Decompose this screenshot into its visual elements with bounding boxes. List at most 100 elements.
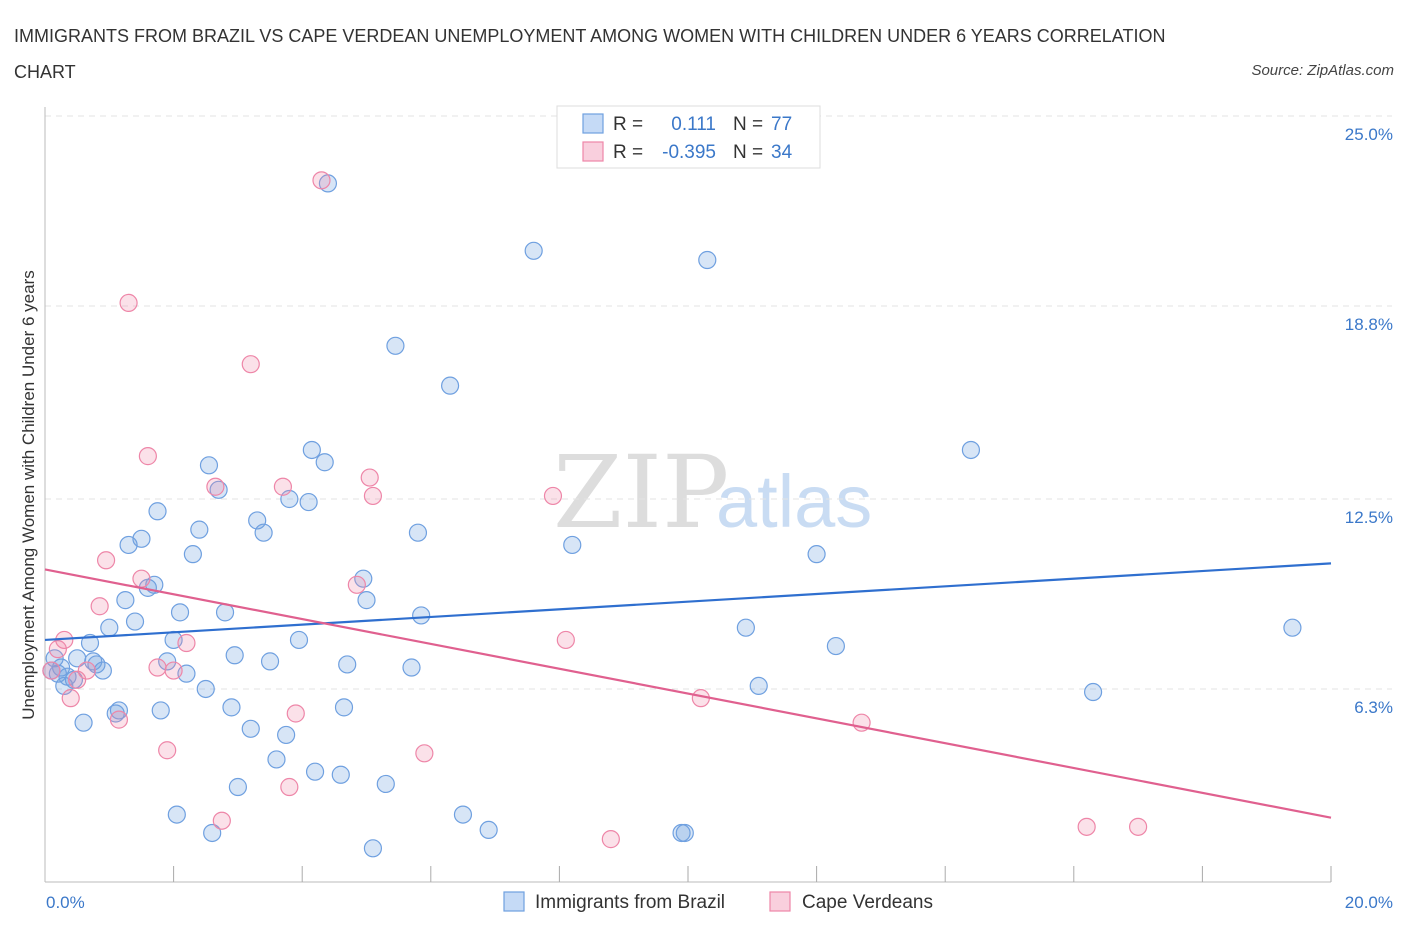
point-brazil bbox=[80, 633, 100, 653]
point-brazil bbox=[116, 591, 135, 610]
point-brazil bbox=[299, 492, 318, 512]
point-cape-verdean bbox=[90, 597, 109, 616]
point-brazil bbox=[302, 440, 321, 460]
point-brazil bbox=[736, 618, 755, 637]
legend-n-label-cape-verdean: N = bbox=[733, 142, 763, 163]
point-brazil bbox=[183, 545, 202, 564]
point-cape-verdean bbox=[347, 575, 366, 594]
point-brazil bbox=[190, 520, 209, 539]
point-brazil bbox=[698, 250, 717, 270]
point-cape-verdean bbox=[158, 741, 177, 760]
trend-line-cape-verdean bbox=[44, 568, 1332, 819]
point-brazil bbox=[338, 655, 357, 674]
point-brazil bbox=[203, 823, 222, 843]
x-tick-label-max: 20.0% bbox=[1345, 893, 1393, 912]
point-cape-verdean bbox=[280, 777, 299, 797]
point-cape-verdean bbox=[132, 569, 151, 588]
y-tick-label: 25.0% bbox=[1345, 125, 1393, 144]
legend-n-value-cape-verdean: 34 bbox=[771, 142, 793, 163]
y-tick-label: 18.8% bbox=[1345, 315, 1393, 334]
point-brazil bbox=[357, 591, 376, 610]
point-cape-verdean bbox=[68, 670, 87, 689]
bottom-legend: Immigrants from Brazil Cape Verdeans bbox=[503, 891, 933, 913]
point-brazil bbox=[826, 636, 845, 656]
point-cape-verdean bbox=[119, 293, 138, 313]
point-brazil bbox=[331, 765, 350, 784]
point-brazil bbox=[277, 725, 296, 745]
point-brazil bbox=[170, 603, 190, 622]
legend-n-label-brazil: N = bbox=[733, 114, 763, 135]
point-brazil bbox=[260, 652, 280, 671]
legend-r-value-brazil: 0.111 bbox=[671, 114, 716, 135]
bottom-legend-swatch-brazil bbox=[503, 891, 525, 912]
point-cape-verdean bbox=[312, 171, 331, 190]
point-brazil bbox=[125, 612, 145, 631]
point-cape-verdean bbox=[109, 710, 129, 729]
y-axis-label: Unemployment Among Women with Children U… bbox=[19, 270, 38, 719]
point-cape-verdean bbox=[363, 486, 383, 506]
point-brazil bbox=[196, 679, 215, 699]
point-brazil bbox=[158, 652, 177, 671]
point-brazil bbox=[412, 606, 431, 625]
point-brazil bbox=[376, 774, 395, 794]
point-brazil bbox=[1083, 682, 1103, 702]
point-cape-verdean bbox=[177, 633, 196, 653]
point-brazil bbox=[74, 713, 93, 732]
point-brazil bbox=[524, 241, 543, 260]
point-cape-verdean bbox=[286, 704, 305, 723]
legend-swatch-cape-verdean bbox=[582, 141, 604, 162]
point-brazil bbox=[199, 456, 219, 475]
trend-line-brazil bbox=[44, 562, 1332, 642]
point-brazil bbox=[241, 719, 260, 738]
point-brazil bbox=[167, 805, 186, 824]
bottom-legend-label-cape-verdean: Cape Verdeans bbox=[802, 892, 933, 913]
point-cape-verdean bbox=[61, 689, 80, 708]
point-brazil bbox=[132, 529, 151, 548]
point-cape-verdean bbox=[138, 447, 157, 466]
y-tick-label: 6.3% bbox=[1354, 698, 1393, 717]
bottom-legend-label-brazil: Immigrants from Brazil bbox=[535, 892, 725, 913]
point-brazil bbox=[363, 839, 383, 858]
point-cape-verdean bbox=[601, 830, 620, 849]
point-brazil bbox=[749, 676, 768, 696]
point-brazil bbox=[315, 453, 334, 472]
point-cape-verdean bbox=[48, 640, 67, 659]
point-cape-verdean bbox=[543, 486, 563, 506]
point-brazil bbox=[151, 701, 170, 720]
point-brazil bbox=[289, 630, 309, 650]
point-brazil bbox=[334, 698, 354, 717]
point-brazil bbox=[675, 823, 694, 843]
x-tick-label-min: 0.0% bbox=[46, 893, 85, 912]
legend-r-label-cape-verdean: R = bbox=[613, 142, 643, 163]
point-brazil bbox=[453, 805, 473, 824]
point-cape-verdean bbox=[1077, 817, 1096, 836]
point-brazil bbox=[807, 545, 826, 564]
point-brazil bbox=[254, 523, 273, 542]
point-cape-verdean bbox=[164, 661, 183, 680]
point-cape-verdean bbox=[42, 661, 61, 680]
point-brazil bbox=[386, 336, 405, 355]
series-cape-verdean-points bbox=[42, 171, 1148, 849]
point-brazil bbox=[440, 376, 460, 395]
point-cape-verdean bbox=[206, 477, 225, 496]
point-cape-verdean bbox=[273, 477, 293, 496]
point-brazil bbox=[225, 646, 244, 665]
point-brazil bbox=[305, 762, 325, 781]
point-brazil bbox=[84, 652, 103, 671]
point-brazil bbox=[267, 750, 286, 769]
source-label: Source: ZipAtlas.com bbox=[1251, 62, 1394, 79]
watermark-zip: ZIP bbox=[553, 434, 729, 551]
legend-box: R = 0.111 N = 77 R = -0.395 N = 34 bbox=[556, 105, 821, 169]
point-brazil bbox=[563, 535, 582, 555]
y-tick-label: 12.5% bbox=[1345, 508, 1393, 527]
point-brazil bbox=[109, 701, 129, 720]
point-brazil bbox=[479, 820, 498, 840]
point-brazil bbox=[209, 480, 228, 499]
legend-swatch-brazil bbox=[582, 113, 604, 134]
gridlines bbox=[45, 115, 1392, 690]
x-ticks bbox=[173, 866, 1332, 882]
point-brazil bbox=[100, 618, 119, 637]
legend-r-value-cape-verdean: -0.395 bbox=[662, 142, 716, 163]
watermark-atlas: atlas bbox=[716, 460, 872, 543]
